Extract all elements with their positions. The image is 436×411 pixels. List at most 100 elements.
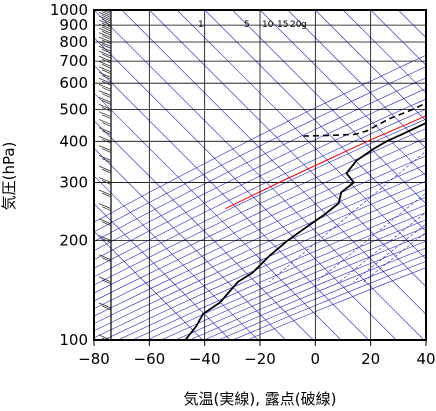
dewpoint-line bbox=[303, 102, 426, 137]
isotherm-line bbox=[94, 203, 231, 340]
dry-adiabat-line bbox=[94, 66, 426, 233]
dry-adiabat-line bbox=[94, 77, 426, 242]
dry-adiabat-line bbox=[103, 196, 426, 340]
isotherm-line bbox=[342, 10, 426, 94]
wind-barb bbox=[101, 30, 112, 36]
dry-adiabat-line bbox=[94, 108, 426, 269]
wind-barb bbox=[98, 145, 112, 151]
wind-barb bbox=[101, 238, 112, 244]
isotherm-line bbox=[94, 175, 259, 340]
dry-adiabat-line bbox=[94, 118, 426, 278]
dry-adiabat-line bbox=[94, 180, 426, 332]
wind-barb bbox=[98, 189, 112, 196]
wind-barb bbox=[98, 203, 112, 210]
mixing-ratio-line bbox=[316, 192, 426, 283]
x-tick-label: −80 bbox=[78, 350, 110, 368]
wind-barb bbox=[101, 257, 112, 263]
wind-barb bbox=[98, 90, 112, 97]
dry-adiabat-line bbox=[94, 172, 426, 324]
wind-barb bbox=[101, 48, 112, 54]
dry-adiabat-line bbox=[94, 54, 426, 223]
wind-barb bbox=[98, 127, 112, 134]
isotherm-line bbox=[94, 64, 369, 340]
dry-adiabat-line bbox=[94, 146, 426, 302]
dry-adiabat-line bbox=[94, 164, 426, 317]
wind-barb bbox=[101, 106, 112, 112]
x-tick-label: −20 bbox=[244, 350, 276, 368]
x-tick-label: 40 bbox=[416, 350, 435, 368]
wind-barb bbox=[98, 235, 112, 242]
x-axis-title: 気温(実線), 露点(破線) bbox=[184, 390, 337, 408]
dry-adiabat-line bbox=[94, 88, 426, 252]
wind-barb bbox=[101, 11, 112, 16]
wind-barb bbox=[98, 119, 112, 125]
temperature-gridlines bbox=[93, 10, 427, 346]
wind-barb bbox=[101, 206, 112, 212]
dry-adiabat-line bbox=[94, 189, 426, 339]
y-tick-label: 700 bbox=[59, 52, 88, 70]
wind-barb bbox=[101, 138, 112, 144]
mixing-ratio-line bbox=[339, 211, 426, 283]
wind-barb bbox=[101, 148, 112, 153]
dry-adiabat-line bbox=[218, 254, 426, 340]
wind-barb bbox=[101, 26, 112, 32]
isotherm-line bbox=[94, 10, 425, 340]
wind-barb bbox=[101, 18, 112, 24]
wind-barb bbox=[98, 302, 112, 309]
x-tick-label: 20 bbox=[361, 350, 380, 368]
wind-barb bbox=[98, 254, 112, 261]
wind-barb bbox=[98, 19, 112, 26]
y-tick-label: 300 bbox=[59, 174, 88, 192]
wind-barb bbox=[98, 165, 112, 172]
wind-barbs bbox=[98, 10, 112, 340]
wind-barb bbox=[101, 58, 112, 64]
wind-barb bbox=[98, 96, 112, 103]
wind-barb bbox=[101, 35, 112, 40]
wind-barb bbox=[98, 41, 112, 47]
dry-adiabat-line bbox=[94, 128, 426, 286]
wind-barb bbox=[101, 53, 112, 59]
isotherm-line bbox=[232, 10, 426, 205]
mixing-ratio-label-1: 1 bbox=[198, 20, 204, 30]
mixing-ratio-label-10: 10 bbox=[262, 20, 274, 30]
isotherm-line bbox=[94, 147, 286, 340]
wind-barb bbox=[101, 114, 112, 120]
wind-barb bbox=[98, 111, 112, 118]
wind-barb bbox=[101, 14, 112, 20]
wind-barb bbox=[101, 10, 112, 14]
wind-barb bbox=[98, 83, 112, 90]
wind-barb bbox=[98, 177, 112, 183]
x-tick-label: −40 bbox=[189, 350, 221, 368]
wind-barb bbox=[101, 130, 112, 135]
parcel-line bbox=[225, 115, 426, 210]
wind-barb bbox=[98, 36, 112, 43]
wind-barb bbox=[101, 158, 112, 163]
wind-barb bbox=[101, 192, 112, 198]
wind-barb bbox=[101, 279, 112, 285]
wind-barb bbox=[98, 45, 112, 52]
isotherm-line bbox=[94, 37, 397, 340]
dry-adiabat-line bbox=[94, 98, 426, 260]
isotherm-line bbox=[94, 230, 203, 340]
y-tick-label: 200 bbox=[59, 232, 88, 250]
y-tick-label: 400 bbox=[59, 132, 88, 150]
wind-barb bbox=[98, 50, 112, 57]
wind-barb bbox=[101, 122, 112, 127]
wind-barb bbox=[98, 155, 112, 161]
wind-barb bbox=[98, 55, 112, 62]
temperature-line bbox=[184, 121, 426, 340]
isotherm-line bbox=[121, 10, 426, 315]
wind-barb bbox=[101, 74, 112, 80]
y-tick-label: 100 bbox=[59, 331, 88, 349]
wind-barb bbox=[101, 305, 112, 311]
wind-barb bbox=[98, 71, 112, 78]
wind-barb bbox=[98, 276, 112, 283]
mixing-ratio-unit: g bbox=[301, 20, 307, 30]
sounding-profiles bbox=[184, 102, 426, 340]
mixing-ratio-labels: 1 5 10 15 20 g bbox=[198, 20, 307, 30]
wind-barb bbox=[98, 103, 112, 110]
isotherm-line bbox=[425, 10, 426, 11]
wind-barb bbox=[98, 11, 112, 18]
